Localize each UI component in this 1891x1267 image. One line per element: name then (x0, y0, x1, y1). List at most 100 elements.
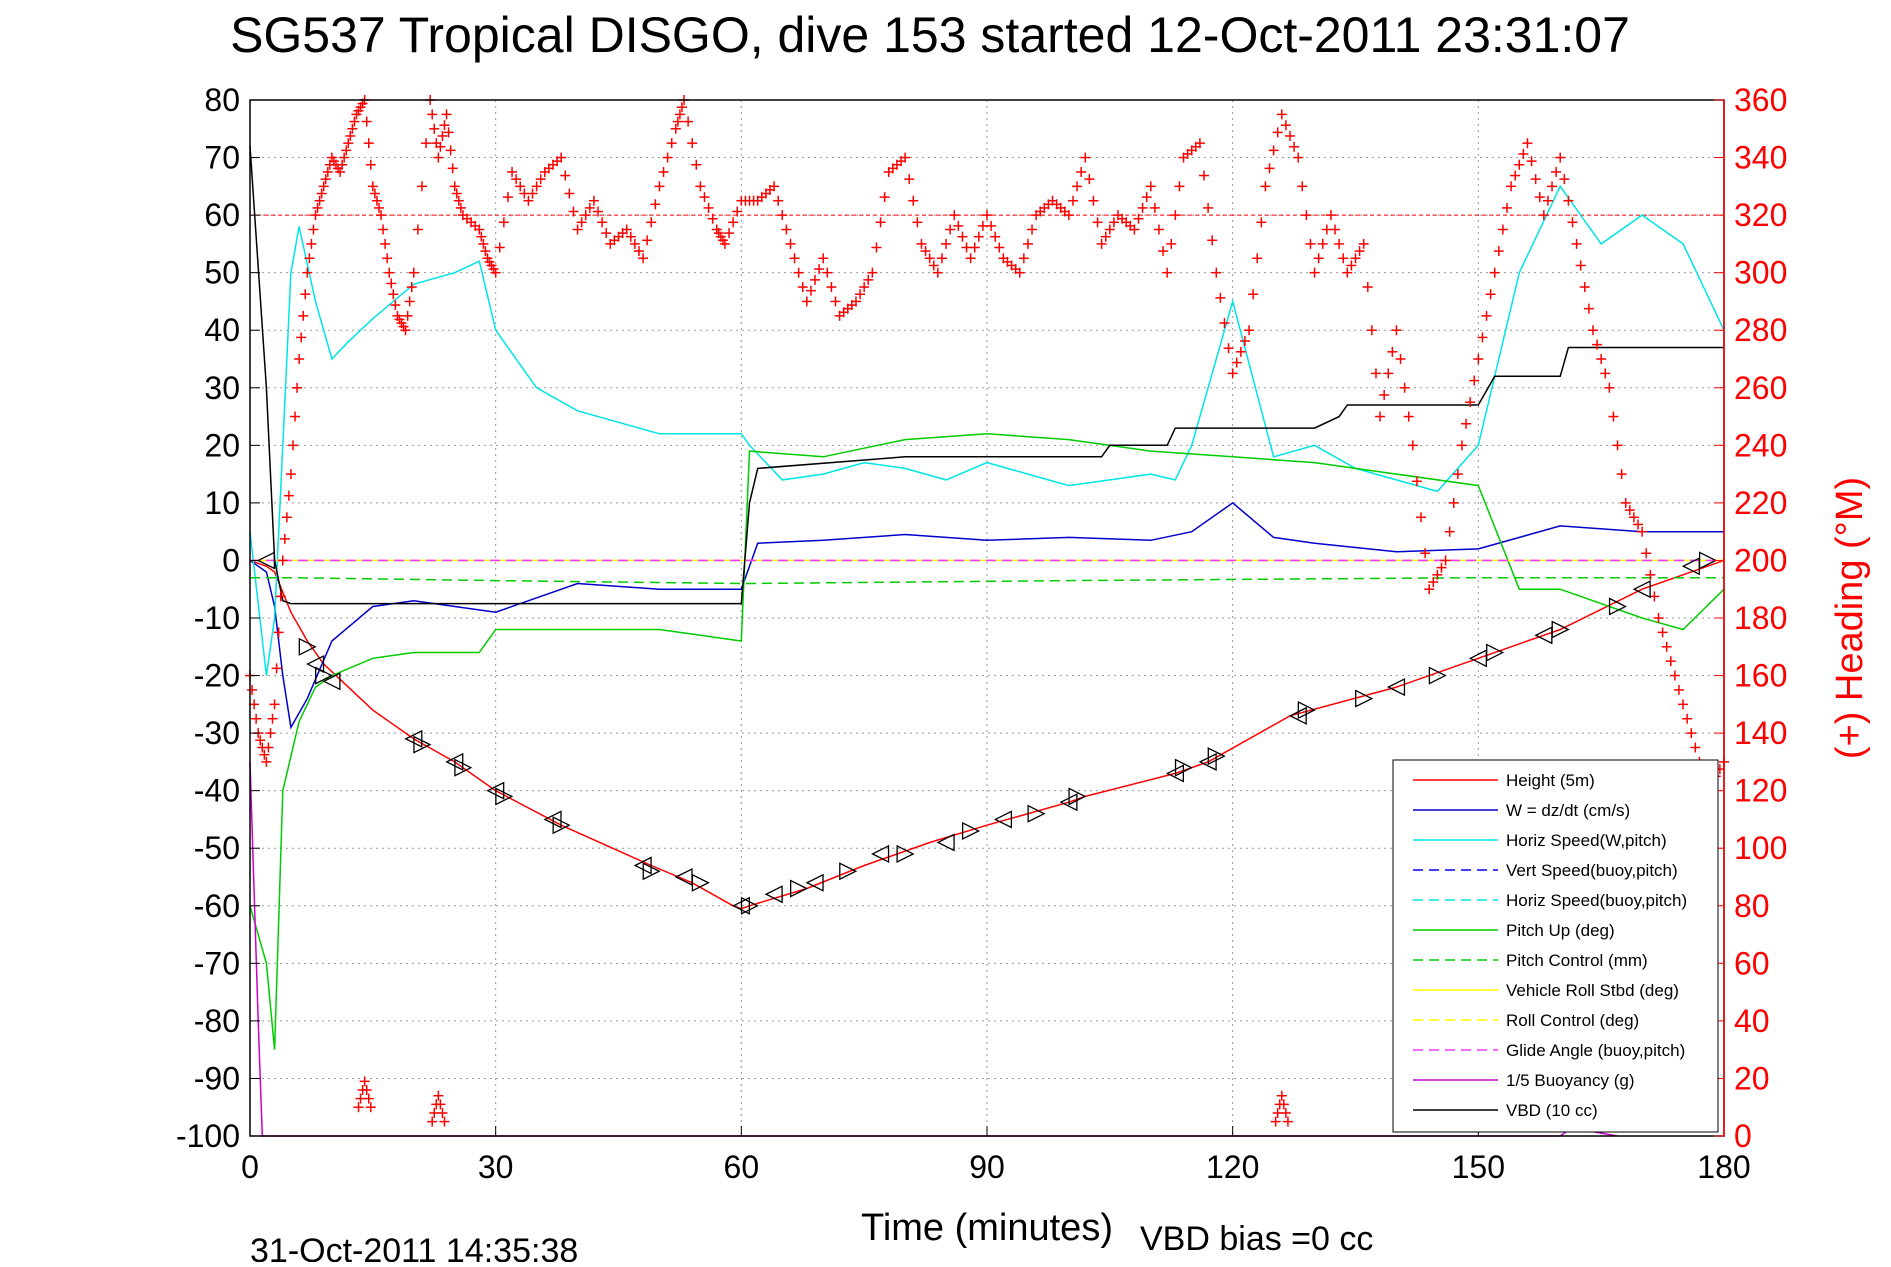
heading-point (1231, 357, 1242, 368)
heading-point (312, 202, 323, 213)
triangle-marker-right (1486, 643, 1505, 662)
heading-point (300, 289, 311, 300)
legend-entry: 1/5 Buoyancy (g) (1506, 1071, 1635, 1090)
heading-surface-point (1280, 1107, 1291, 1118)
heading-point (292, 382, 303, 393)
heading-point (593, 206, 604, 217)
heading-point (1387, 346, 1398, 357)
heading-point (304, 253, 315, 264)
heading-point (695, 181, 706, 192)
triangle-marker-right (790, 879, 809, 898)
heading-point (683, 116, 694, 127)
heading-point (1379, 389, 1390, 400)
heading-point (1096, 238, 1107, 249)
heading-point (932, 267, 943, 278)
y2-tick-label: 140 (1734, 715, 1787, 751)
heading-point (390, 300, 401, 311)
x-tick-label: 90 (969, 1149, 1005, 1185)
heading-point (341, 145, 352, 156)
heading-point (1686, 728, 1697, 739)
series-line-vbd-10-cc (249, 145, 1724, 605)
heading-point (662, 152, 673, 163)
heading-point (666, 138, 677, 149)
y-tick-label: -70 (194, 945, 240, 981)
heading-point (269, 699, 280, 710)
heading-point (1293, 152, 1304, 163)
heading-point (953, 220, 964, 231)
heading-point (427, 109, 438, 120)
legend-entry: Pitch Control (mm) (1506, 951, 1648, 970)
legend-entry: Height (5m) (1506, 771, 1595, 790)
heading-point (560, 170, 571, 181)
heading-point (1428, 577, 1439, 588)
y2-tick-label: 200 (1734, 542, 1787, 578)
heading-surface-point (435, 1099, 446, 1110)
heading-point (584, 202, 595, 213)
heading-point (1583, 303, 1594, 314)
heading-point (275, 591, 286, 602)
heading-point (1669, 670, 1680, 681)
heading-point (273, 627, 284, 638)
triangle-marker-right (495, 787, 514, 806)
heading-point (945, 224, 956, 235)
heading-point (855, 289, 866, 300)
triangle-marker-right (642, 862, 661, 881)
triangle-marker-right (839, 862, 858, 881)
heading-surface-point (1270, 1116, 1281, 1127)
heading-point (296, 332, 307, 343)
heading-point (859, 282, 870, 293)
heading-point (453, 195, 464, 206)
heading-point (251, 713, 262, 724)
heading-point (1682, 713, 1693, 724)
heading-point (1633, 519, 1644, 530)
heading-point (429, 123, 440, 134)
heading-point (1481, 310, 1492, 321)
heading-point (1637, 526, 1648, 537)
heading-point (908, 195, 919, 206)
heading-point (1014, 267, 1025, 278)
series-line-pitch-control-mm (250, 576, 1724, 585)
heading-point (421, 138, 432, 149)
heading-point (875, 217, 886, 228)
heading-point (255, 735, 266, 746)
heading-point (941, 238, 952, 249)
heading-point (1547, 181, 1558, 192)
heading-point (265, 728, 276, 739)
heading-point (451, 188, 462, 199)
heading-point (1497, 224, 1508, 235)
x-tick-label: 0 (241, 1149, 259, 1185)
heading-point (1592, 339, 1603, 350)
heading-point (363, 138, 374, 149)
heading-point (588, 195, 599, 206)
heading-point (371, 195, 382, 206)
heading-point (1252, 253, 1263, 264)
heading-point (373, 202, 384, 213)
triangle-marker-right (1428, 666, 1447, 685)
y2-tick-label: 20 (1734, 1060, 1770, 1096)
heading-point (1301, 210, 1312, 221)
heading-point (1399, 382, 1410, 393)
chart-title: SG537 Tropical DISGO, dive 153 started 1… (230, 7, 1630, 63)
heading-point (376, 210, 387, 221)
heading-point (564, 188, 575, 199)
heading-point (261, 756, 272, 767)
heading-point (1575, 260, 1586, 271)
triangle-marker-left (1632, 580, 1651, 599)
heading-point (277, 555, 288, 566)
heading-point (1227, 368, 1238, 379)
heading-point (402, 310, 413, 321)
heading-point (1084, 174, 1095, 185)
heading-point (316, 188, 327, 199)
heading-point (310, 210, 321, 221)
heading-point (1129, 224, 1140, 235)
heading-point (699, 192, 710, 203)
heading-point (535, 174, 546, 185)
triangle-marker-right (1207, 747, 1226, 766)
heading-point (994, 242, 1005, 253)
heading-surface-point (353, 1102, 364, 1113)
heading-point (1526, 156, 1537, 167)
heading-point (515, 181, 526, 192)
triangle-marker-right (1355, 689, 1374, 708)
heading-point (1076, 166, 1087, 177)
heading-point (719, 238, 730, 249)
